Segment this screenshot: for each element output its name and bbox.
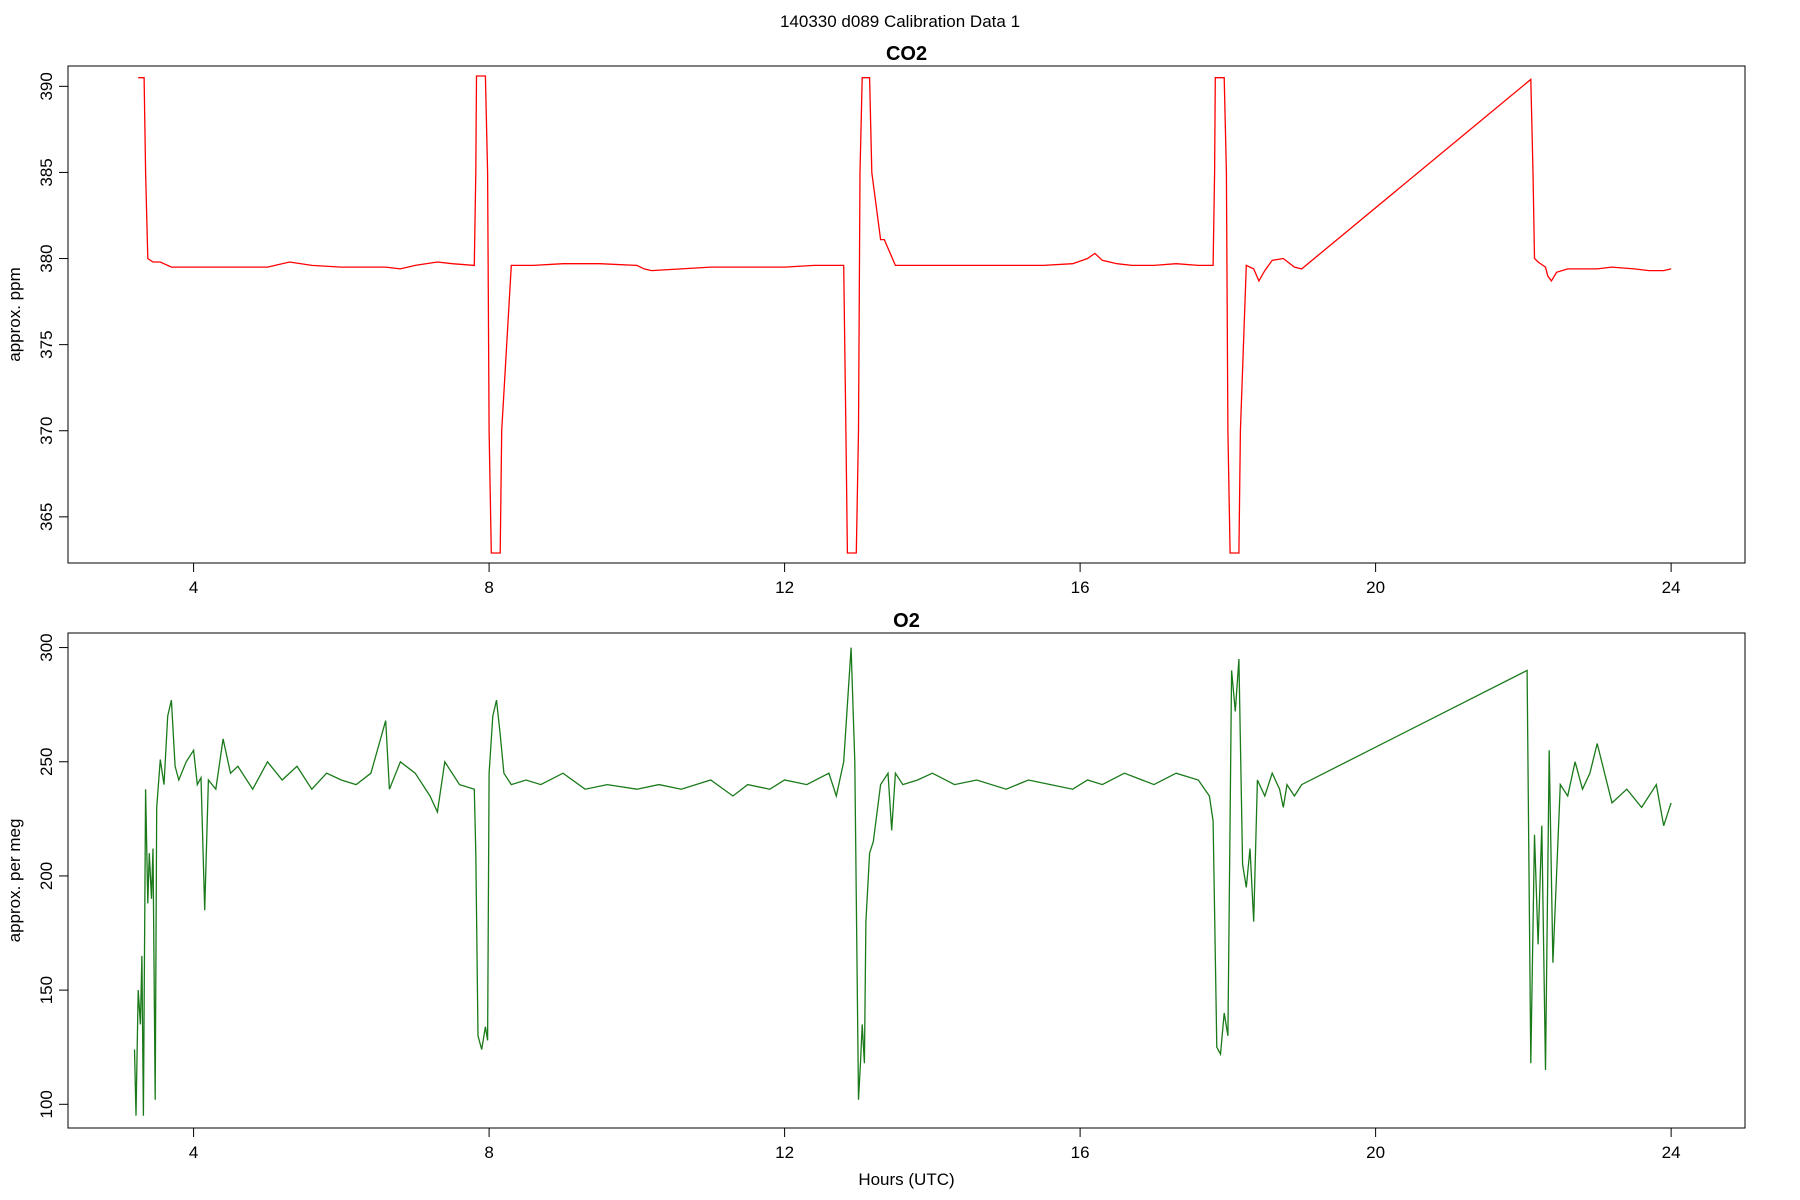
o2-panel-title: O2 bbox=[893, 610, 920, 632]
o2-y-axis-label: approx. per meg bbox=[5, 819, 24, 943]
o2-series-line bbox=[133, 647, 1672, 1116]
co2-y-tick-label: 370 bbox=[37, 417, 56, 445]
co2-x-tick-label: 20 bbox=[1366, 578, 1385, 597]
o2-x-tick-label: 20 bbox=[1366, 1143, 1385, 1162]
o2-x-axis-label: Hours (UTC) bbox=[858, 1170, 954, 1189]
o2-y-tick-label: 200 bbox=[37, 862, 56, 890]
o2-x-tick-label: 16 bbox=[1071, 1143, 1090, 1162]
co2-panel: CO2 4 8 12 16 20 24 365 370 375 380 385 390 approx. p… bbox=[5, 43, 1746, 597]
co2-x-tick-label: 4 bbox=[189, 578, 198, 597]
co2-x-tick-label: 16 bbox=[1071, 578, 1090, 597]
o2-x-tick-label: 24 bbox=[1662, 1143, 1681, 1162]
co2-y-tick-label: 380 bbox=[37, 244, 56, 272]
co2-y-tick-label: 390 bbox=[37, 72, 56, 100]
co2-y-tick-label: 385 bbox=[37, 158, 56, 186]
o2-y-tick-label: 100 bbox=[37, 1090, 56, 1118]
o2-x-tick-label: 8 bbox=[484, 1143, 493, 1162]
co2-plot-frame bbox=[67, 65, 1746, 564]
o2-plot-frame bbox=[67, 632, 1746, 1129]
o2-y-tick-label: 250 bbox=[37, 748, 56, 776]
co2-x-tick-label: 8 bbox=[484, 578, 493, 597]
co2-y-tick-label: 375 bbox=[37, 330, 56, 358]
o2-panel: O2 4 8 12 16 20 24 100 150 200 250 300 approx. per m… bbox=[5, 610, 1746, 1189]
o2-x-tick-label: 12 bbox=[775, 1143, 794, 1162]
o2-x-tick-label: 4 bbox=[189, 1143, 198, 1162]
o2-y-tick-label: 300 bbox=[37, 633, 56, 661]
co2-y-tick-label: 365 bbox=[37, 503, 56, 531]
co2-x-tick-label: 24 bbox=[1662, 578, 1681, 597]
co2-y-axis-label: approx. ppm bbox=[5, 267, 24, 362]
figure-suptitle: 140330 d089 Calibration Data 1 bbox=[780, 12, 1020, 31]
co2-series-line bbox=[138, 75, 1672, 554]
o2-y-tick-label: 150 bbox=[37, 976, 56, 1004]
co2-panel-title: CO2 bbox=[886, 43, 927, 65]
co2-x-tick-label: 12 bbox=[775, 578, 794, 597]
